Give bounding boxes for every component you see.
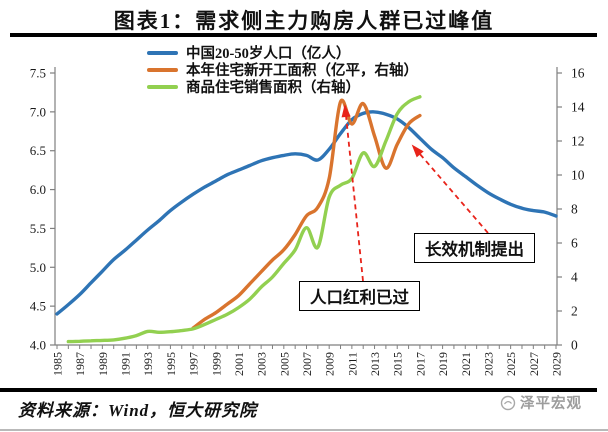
- svg-text:2015: 2015: [391, 352, 405, 376]
- svg-text:12: 12: [571, 134, 585, 149]
- svg-text:2019: 2019: [436, 352, 450, 376]
- series-new-starts-area: [191, 98, 422, 330]
- svg-text:2005: 2005: [277, 352, 291, 376]
- svg-text:2023: 2023: [481, 352, 495, 376]
- svg-text:1997: 1997: [187, 352, 201, 376]
- svg-text:2003: 2003: [255, 352, 269, 376]
- legend-swatch-new-starts-icon: [147, 67, 178, 72]
- svg-text:1987: 1987: [73, 352, 87, 376]
- svg-text:2029: 2029: [550, 352, 564, 376]
- svg-text:0: 0: [571, 338, 578, 353]
- svg-text:4.5: 4.5: [30, 299, 46, 314]
- svg-text:6.0: 6.0: [30, 182, 46, 197]
- svg-text:4: 4: [571, 270, 578, 285]
- svg-text:10: 10: [571, 168, 585, 183]
- footer-divider: [0, 388, 597, 392]
- series-sales-area: [66, 95, 422, 344]
- legend-item-population: 中国20-50岁人口（亿人）: [147, 44, 418, 62]
- legend-item-label: 中国20-50岁人口（亿人）: [186, 46, 351, 62]
- svg-text:4.0: 4.0: [30, 338, 46, 353]
- svg-text:1989: 1989: [96, 352, 110, 376]
- series-population-20-50: [55, 110, 558, 316]
- svg-text:2013: 2013: [368, 352, 382, 376]
- zeping-logo-icon: [500, 395, 516, 410]
- svg-text:1999: 1999: [209, 352, 223, 376]
- svg-text:2027: 2027: [527, 352, 541, 376]
- svg-text:2025: 2025: [504, 352, 518, 376]
- legend-item-label: 本年住宅新开工面积（亿平，右轴）: [186, 63, 418, 79]
- svg-text:2001: 2001: [232, 352, 246, 376]
- svg-text:2017: 2017: [413, 352, 427, 376]
- brand-logo-text: 泽平宏观: [520, 396, 582, 412]
- page-title: 图表1：需求侧主力购房人群已过峰值: [113, 9, 495, 33]
- svg-text:2009: 2009: [323, 352, 337, 376]
- svg-text:7.0: 7.0: [30, 104, 46, 119]
- legend-item-new-starts: 本年住宅新开工面积（亿平，右轴）: [147, 61, 418, 79]
- brand-logo: 泽平宏观: [500, 392, 582, 413]
- svg-text:6.5: 6.5: [30, 143, 46, 158]
- title-divider: [10, 33, 597, 37]
- y-axis-left: 7.5 7.0 6.5 6.0 5.5 5.0 4.5 4.0: [30, 66, 55, 353]
- svg-text:6: 6: [571, 236, 578, 251]
- legend-swatch-population-icon: [147, 50, 178, 55]
- svg-text:1991: 1991: [119, 352, 133, 376]
- svg-text:2021: 2021: [459, 352, 473, 376]
- svg-text:14: 14: [571, 100, 585, 115]
- svg-text:16: 16: [571, 66, 585, 81]
- svg-text:5.0: 5.0: [30, 260, 46, 275]
- svg-text:1993: 1993: [141, 352, 155, 376]
- svg-text:1995: 1995: [164, 352, 178, 376]
- x-axis: 1985 1987 1989 1991 1993 1995 1997 1999 2001 2003…: [51, 345, 564, 376]
- legend-item-label: 商品住宅销售面积（右轴）: [186, 80, 360, 96]
- svg-text:7.5: 7.5: [30, 66, 46, 81]
- legend-item-sales: 商品住宅销售面积（右轴）: [147, 78, 418, 96]
- svg-text:1985: 1985: [51, 352, 65, 376]
- svg-text:2011: 2011: [345, 352, 359, 376]
- svg-text:8: 8: [571, 202, 578, 217]
- y-axis-right: 16 14 12 10 8 6 4 2 0: [557, 66, 585, 353]
- svg-text:2007: 2007: [300, 352, 314, 376]
- annotation-arrows: [341, 104, 489, 282]
- svg-text:2: 2: [571, 304, 578, 319]
- annotation-demographic-dividend: 人口红利已过: [299, 281, 420, 311]
- bottom-border: [0, 429, 608, 431]
- annotation-long-term-mechanism: 长效机制提出: [414, 233, 535, 263]
- svg-text:5.5: 5.5: [30, 221, 46, 236]
- source-note: 资料来源：Wind，恒大研究院: [18, 401, 258, 420]
- chart-legend: 中国20-50岁人口（亿人） 本年住宅新开工面积（亿平，右轴） 商品住宅销售面积…: [147, 44, 418, 96]
- legend-swatch-sales-icon: [147, 84, 178, 89]
